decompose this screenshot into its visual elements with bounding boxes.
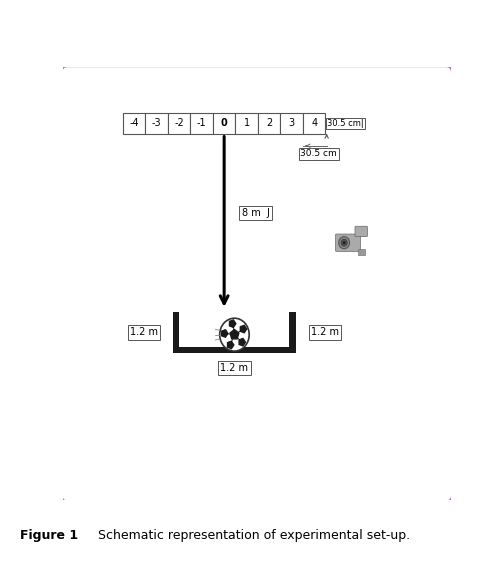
Polygon shape [221,330,228,337]
Text: 1.2 m: 1.2 m [220,363,248,373]
Polygon shape [229,320,236,327]
Circle shape [219,318,249,351]
FancyBboxPatch shape [62,66,452,501]
FancyBboxPatch shape [355,226,367,237]
Polygon shape [230,329,239,339]
Bar [173,347,296,353]
Text: 2: 2 [266,118,273,128]
Text: 8 m  J: 8 m J [241,208,270,218]
Bar [168,113,190,134]
Bar [281,113,303,134]
Text: Figure 1: Figure 1 [20,528,78,542]
Polygon shape [240,325,246,333]
Text: 3: 3 [289,118,295,128]
Text: -2: -2 [174,118,184,128]
Text: -3: -3 [152,118,161,128]
FancyBboxPatch shape [336,234,360,251]
Circle shape [339,237,350,249]
Bar [359,249,366,255]
Bar [290,312,296,347]
Text: 1.2 m: 1.2 m [311,328,339,338]
Bar [213,113,235,134]
Text: 1: 1 [243,118,249,128]
Text: 4: 4 [311,118,317,128]
Text: 0: 0 [221,118,227,128]
Bar [145,113,168,134]
Text: 30.5 cm|: 30.5 cm| [327,119,364,128]
Bar [190,113,213,134]
Bar [235,113,258,134]
Text: 1.2 m: 1.2 m [130,328,158,338]
Bar [258,113,281,134]
Bar [123,113,145,134]
Circle shape [343,242,345,244]
Polygon shape [239,338,245,346]
Polygon shape [227,341,234,348]
Circle shape [341,239,347,246]
Bar [303,113,326,134]
Text: -4: -4 [129,118,139,128]
Text: -1: -1 [197,118,206,128]
Bar [173,312,179,347]
Text: 30.5 cm: 30.5 cm [300,149,337,158]
Text: Schematic representation of experimental set-up.: Schematic representation of experimental… [94,528,410,542]
